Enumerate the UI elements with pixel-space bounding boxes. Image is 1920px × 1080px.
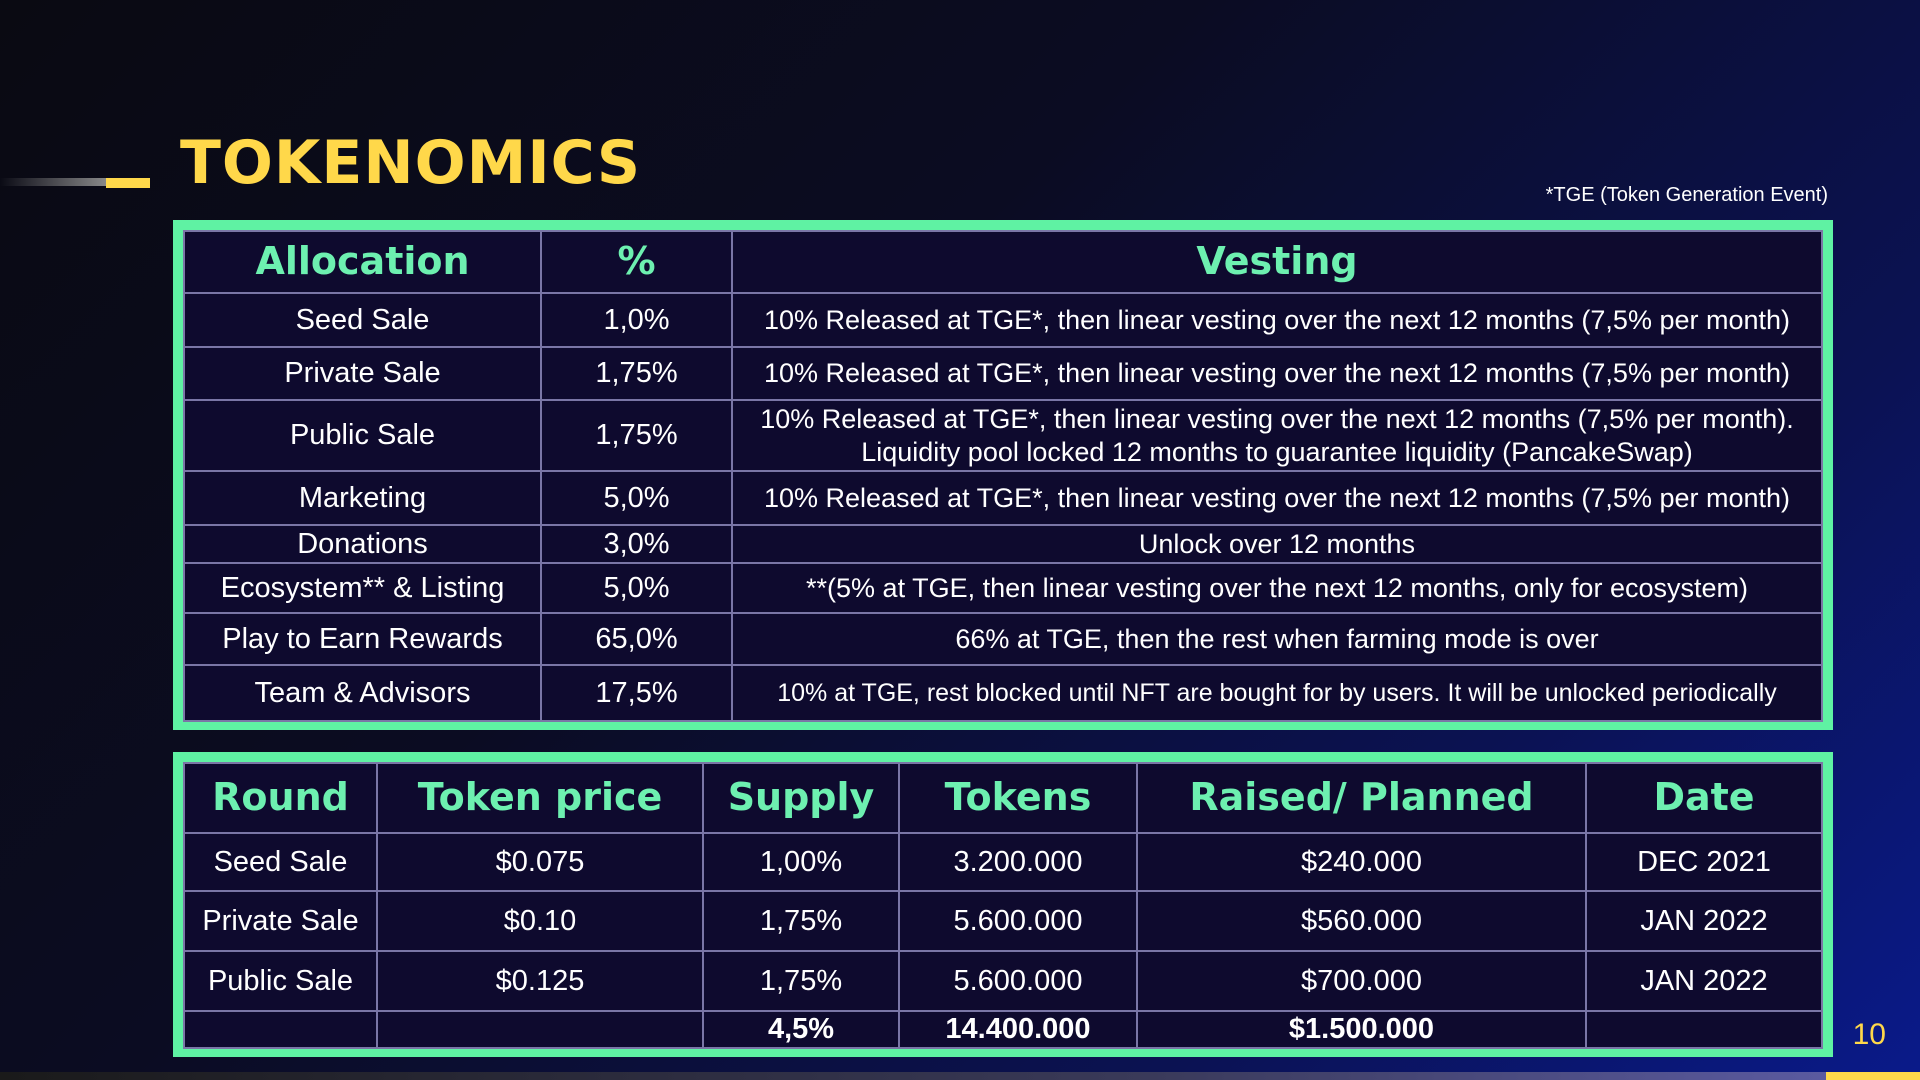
allocation-percent: 1,75% xyxy=(541,347,732,400)
allocation-name: Public Sale xyxy=(184,400,541,471)
round-name: Private Sale xyxy=(184,891,377,951)
round-name: Public Sale xyxy=(184,951,377,1011)
total-empty xyxy=(184,1011,377,1048)
round-raised: $700.000 xyxy=(1137,951,1586,1011)
header-tokens: Tokens xyxy=(899,763,1137,833)
header-raised-planned: Raised/ Planned xyxy=(1137,763,1586,833)
total-empty xyxy=(377,1011,703,1048)
allocation-percent: 5,0% xyxy=(541,563,732,613)
allocation-header-row: Allocation % Vesting xyxy=(184,231,1822,293)
total-raised: $1.500.000 xyxy=(1137,1011,1586,1048)
allocation-name: Ecosystem** & Listing xyxy=(184,563,541,613)
allocation-vesting: 10% Released at TGE*, then linear vestin… xyxy=(732,347,1822,400)
allocation-vesting: 10% Released at TGE*, then linear vestin… xyxy=(732,293,1822,347)
allocation-percent: 3,0% xyxy=(541,525,732,563)
table-row: Private Sale $0.10 1,75% 5.600.000 $560.… xyxy=(184,891,1822,951)
round-tokens: 3.200.000 xyxy=(899,833,1137,891)
allocation-vesting: 10% Released at TGE*, then linear vestin… xyxy=(732,471,1822,525)
allocation-percent: 65,0% xyxy=(541,613,732,665)
round-price: $0.125 xyxy=(377,951,703,1011)
round-tokens: 5.600.000 xyxy=(899,891,1137,951)
allocation-vesting: 66% at TGE, then the rest when farming m… xyxy=(732,613,1822,665)
title-accent-bar xyxy=(106,178,150,188)
table-row: Public Sale $0.125 1,75% 5.600.000 $700.… xyxy=(184,951,1822,1011)
table-row: Ecosystem** & Listing 5,0% **(5% at TGE,… xyxy=(184,563,1822,613)
round-raised: $560.000 xyxy=(1137,891,1586,951)
header-percent: % xyxy=(541,231,732,293)
table-row: Seed Sale 1,0% 10% Released at TGE*, the… xyxy=(184,293,1822,347)
allocation-table: Allocation % Vesting Seed Sale 1,0% 10% … xyxy=(173,220,1833,730)
round-date: DEC 2021 xyxy=(1586,833,1822,891)
table-row: Public Sale 1,75% 10% Released at TGE*, … xyxy=(184,400,1822,471)
total-empty xyxy=(1586,1011,1822,1048)
table-row: Play to Earn Rewards 65,0% 66% at TGE, t… xyxy=(184,613,1822,665)
round-price: $0.10 xyxy=(377,891,703,951)
round-date: JAN 2022 xyxy=(1586,951,1822,1011)
round-supply: 1,00% xyxy=(703,833,899,891)
allocation-name: Donations xyxy=(184,525,541,563)
bottom-bar xyxy=(0,1072,1920,1080)
allocation-name: Private Sale xyxy=(184,347,541,400)
rounds-header-row: Round Token price Supply Tokens Raised/ … xyxy=(184,763,1822,833)
round-supply: 1,75% xyxy=(703,951,899,1011)
allocation-name: Seed Sale xyxy=(184,293,541,347)
table-row: Private Sale 1,75% 10% Released at TGE*,… xyxy=(184,347,1822,400)
header-supply: Supply xyxy=(703,763,899,833)
table-row: Seed Sale $0.075 1,00% 3.200.000 $240.00… xyxy=(184,833,1822,891)
allocation-name: Play to Earn Rewards xyxy=(184,613,541,665)
page-title: TOKENOMICS xyxy=(180,128,641,198)
round-price: $0.075 xyxy=(377,833,703,891)
table-row: Team & Advisors 17,5% 10% at TGE, rest b… xyxy=(184,665,1822,721)
allocation-percent: 1,75% xyxy=(541,400,732,471)
allocation-percent: 1,0% xyxy=(541,293,732,347)
round-raised: $240.000 xyxy=(1137,833,1586,891)
tge-footnote: *TGE (Token Generation Event) xyxy=(1546,184,1828,207)
allocation-percent: 17,5% xyxy=(541,665,732,721)
allocation-percent: 5,0% xyxy=(541,471,732,525)
header-vesting: Vesting xyxy=(732,231,1822,293)
allocation-vesting: 10% at TGE, rest blocked until NFT are b… xyxy=(732,665,1822,721)
vesting-line-1: 10% Released at TGE*, then linear vestin… xyxy=(739,403,1815,435)
rounds-table: Round Token price Supply Tokens Raised/ … xyxy=(173,752,1833,1057)
allocation-vesting: 10% Released at TGE*, then linear vestin… xyxy=(732,400,1822,471)
header-token-price: Token price xyxy=(377,763,703,833)
total-supply: 4,5% xyxy=(703,1011,899,1048)
page-number: 10 xyxy=(1853,1018,1886,1052)
allocation-name: Team & Advisors xyxy=(184,665,541,721)
title-accent-line xyxy=(0,178,108,186)
allocation-vesting: Unlock over 12 months xyxy=(732,525,1822,563)
round-tokens: 5.600.000 xyxy=(899,951,1137,1011)
totals-row: 4,5% 14.400.000 $1.500.000 xyxy=(184,1011,1822,1048)
bottom-accent-bar xyxy=(1826,1072,1920,1080)
round-date: JAN 2022 xyxy=(1586,891,1822,951)
header-allocation: Allocation xyxy=(184,231,541,293)
table-row: Marketing 5,0% 10% Released at TGE*, the… xyxy=(184,471,1822,525)
header-date: Date xyxy=(1586,763,1822,833)
allocation-vesting: **(5% at TGE, then linear vesting over t… xyxy=(732,563,1822,613)
table-row: Donations 3,0% Unlock over 12 months xyxy=(184,525,1822,563)
round-name: Seed Sale xyxy=(184,833,377,891)
header-round: Round xyxy=(184,763,377,833)
vesting-line-2: Liquidity pool locked 12 months to guara… xyxy=(739,436,1815,468)
total-tokens: 14.400.000 xyxy=(899,1011,1137,1048)
round-supply: 1,75% xyxy=(703,891,899,951)
allocation-name: Marketing xyxy=(184,471,541,525)
